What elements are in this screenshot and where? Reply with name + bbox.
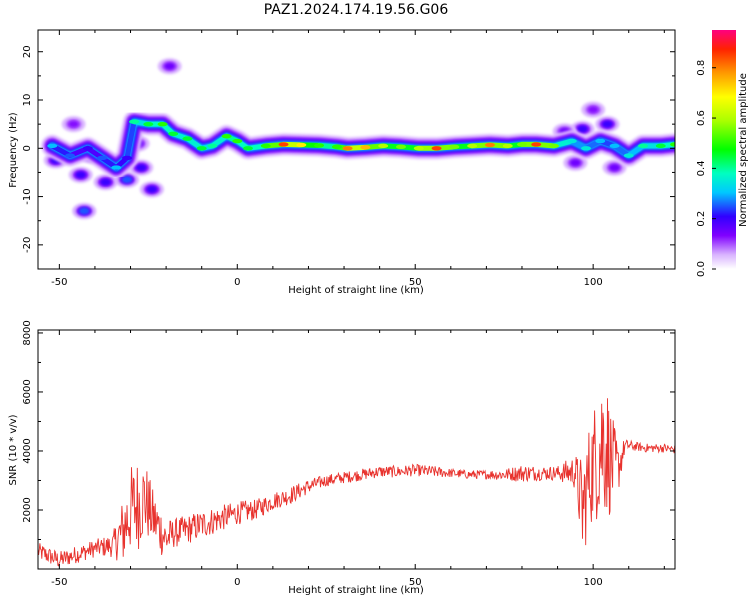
spectrogram-xtick-label: 50	[409, 277, 422, 288]
spectrogram-ridge-point	[531, 142, 542, 147]
spectrogram-ridge-point	[623, 153, 634, 158]
colorbar-tick-label: 0.6	[696, 110, 707, 126]
spectrogram-ytick-label: 20	[22, 45, 33, 58]
spectrogram-ridge-segment	[124, 119, 137, 161]
spectrogram-blob-3	[100, 178, 111, 186]
spectrogram-ridge-point	[221, 134, 232, 139]
snr-xtick-label: -50	[51, 577, 67, 588]
spectrogram-xtick-label: 100	[584, 277, 603, 288]
snr-frame	[37, 329, 676, 570]
spectrogram-ridge-point	[157, 121, 168, 127]
colorbar-label: Normalized spectral amplitude	[738, 73, 749, 227]
spectrogram-ridge-point	[566, 138, 577, 144]
spectrogram-ridge-point	[595, 138, 606, 144]
colorbar-ticks: 0.0 0.2 0.4 0.6 0.8	[696, 60, 716, 277]
snr-xtick-label: 0	[234, 577, 240, 588]
spectrogram-blob-7	[79, 207, 90, 215]
snr-ticks: -50 0 50 100 2000 4000 6000 8000	[22, 320, 675, 588]
spectrogram-ridge-point	[378, 143, 389, 149]
spectrogram-ridge-point	[260, 143, 271, 149]
spectrogram-ridge-point	[413, 146, 424, 151]
snr-xlabel: Height of straight line (km)	[288, 585, 424, 596]
colorbar-gradient	[712, 30, 736, 269]
colorbar-tick-label: 0.2	[696, 211, 707, 227]
spectrogram-blob-9	[68, 120, 79, 128]
spectrogram-ridge-point	[609, 143, 620, 149]
spectrogram-blob-12	[587, 106, 599, 114]
spectrogram-ytick-label: -20	[22, 237, 33, 253]
snr-series-line	[38, 398, 675, 567]
spectrogram-ridge-point	[484, 142, 495, 148]
spectrogram-ridge-point	[467, 143, 478, 149]
spectrogram-ticks: -50 0 50 100 -20 -10 0 10 20	[22, 30, 675, 288]
spectrogram-ridge-point	[502, 143, 513, 149]
spectrogram-ridge-point	[581, 146, 592, 151]
spectrogram-ridge-point	[143, 121, 154, 127]
spectrogram-ytick-label: 0	[22, 145, 33, 151]
snr-xtick-label: 50	[409, 577, 422, 588]
spectrogram-ridge-point	[516, 142, 527, 147]
spectrogram-plot-area	[41, 58, 675, 220]
spectrogram-panel: -50 0 50 100 -20 -10 0 10 20 Height of straight …	[8, 29, 676, 296]
snr-plot-area	[38, 398, 675, 567]
spectrogram-blob-5	[135, 164, 147, 172]
spectrogram-ridge-point	[242, 146, 253, 151]
spectrogram-ridge-point	[637, 143, 648, 149]
spectrogram-ridge-point	[549, 143, 560, 149]
spectrogram-xtick-label: 0	[234, 277, 240, 288]
spectrogram-blob-4	[121, 176, 133, 184]
snr-panel: -50 0 50 100 2000 4000 6000 8000 Height of stra…	[8, 320, 676, 596]
spectrogram-ridge-point	[278, 142, 289, 147]
colorbar-tick-label: 0.4	[696, 160, 707, 176]
snr-ytick-label: 6000	[22, 379, 33, 404]
spectrogram-xlabel: Height of straight line (km)	[288, 285, 424, 296]
spectrogram-ridge-point	[331, 144, 342, 150]
spectrogram-ridge-point	[342, 146, 353, 151]
spectrogram-ylabel: Frequency (Hz)	[8, 112, 19, 188]
spectrogram-ridge-point	[82, 146, 93, 151]
spectrogram-ridge-point	[449, 144, 460, 150]
spectrogram-blob-1	[75, 171, 86, 179]
spectrogram-ridge-point	[129, 119, 140, 124]
spectrogram-ridge-point	[111, 165, 122, 170]
spectrogram-ridge-point	[207, 143, 218, 149]
colorbar-tick-label: 0.8	[696, 60, 707, 76]
figure-title: PAZ1.2024.174.19.56.G06	[264, 2, 449, 18]
spectrogram-ridge-point	[296, 142, 307, 148]
spectrogram-frame	[37, 29, 676, 270]
spectrogram-blob-6	[146, 185, 158, 193]
spectrogram-ridge-point	[97, 155, 108, 161]
colorbar-tick-label: 0.0	[696, 261, 707, 277]
spectrogram-blob-15	[609, 164, 620, 172]
spectrogram-ytick-label: -10	[22, 188, 33, 204]
snr-ytick-label: 8000	[22, 320, 33, 345]
colorbar: 0.0 0.2 0.4 0.6 0.8 Normalized spectral ampl…	[696, 30, 749, 277]
spectrogram-blob-14	[570, 159, 581, 167]
spectrogram-ridge-point	[314, 143, 325, 148]
spectrogram-ridge-point	[168, 131, 179, 137]
snr-xtick-label: 100	[584, 577, 603, 588]
spectrogram-ytick-label: 10	[22, 94, 33, 107]
spectrogram-ridge-point	[182, 136, 193, 141]
spectrogram-ridge-point	[196, 146, 207, 151]
snr-ytick-label: 2000	[22, 497, 33, 522]
spectrogram-ridge-point	[655, 143, 666, 149]
spectrogram-xtick-label: -50	[51, 277, 67, 288]
spectrogram-blob-13	[602, 120, 613, 128]
spectrogram-blob-8	[164, 62, 175, 70]
spectrogram-ridge-point	[47, 143, 58, 149]
spectrogram-ridge-point	[65, 153, 76, 158]
spectrogram-ridge-point	[360, 145, 371, 150]
spectrogram-ridge-point	[395, 144, 406, 150]
spectrogram-ridge-point	[670, 142, 675, 147]
snr-ylabel: SNR (10 * v/v)	[8, 414, 19, 485]
snr-ytick-label: 4000	[22, 438, 33, 463]
spectrogram-ridge-point	[431, 146, 442, 151]
spectrogram-ridge-point	[121, 155, 132, 161]
spectrogram-blob-11	[577, 125, 588, 133]
spectrogram-ridge-point	[232, 138, 243, 144]
